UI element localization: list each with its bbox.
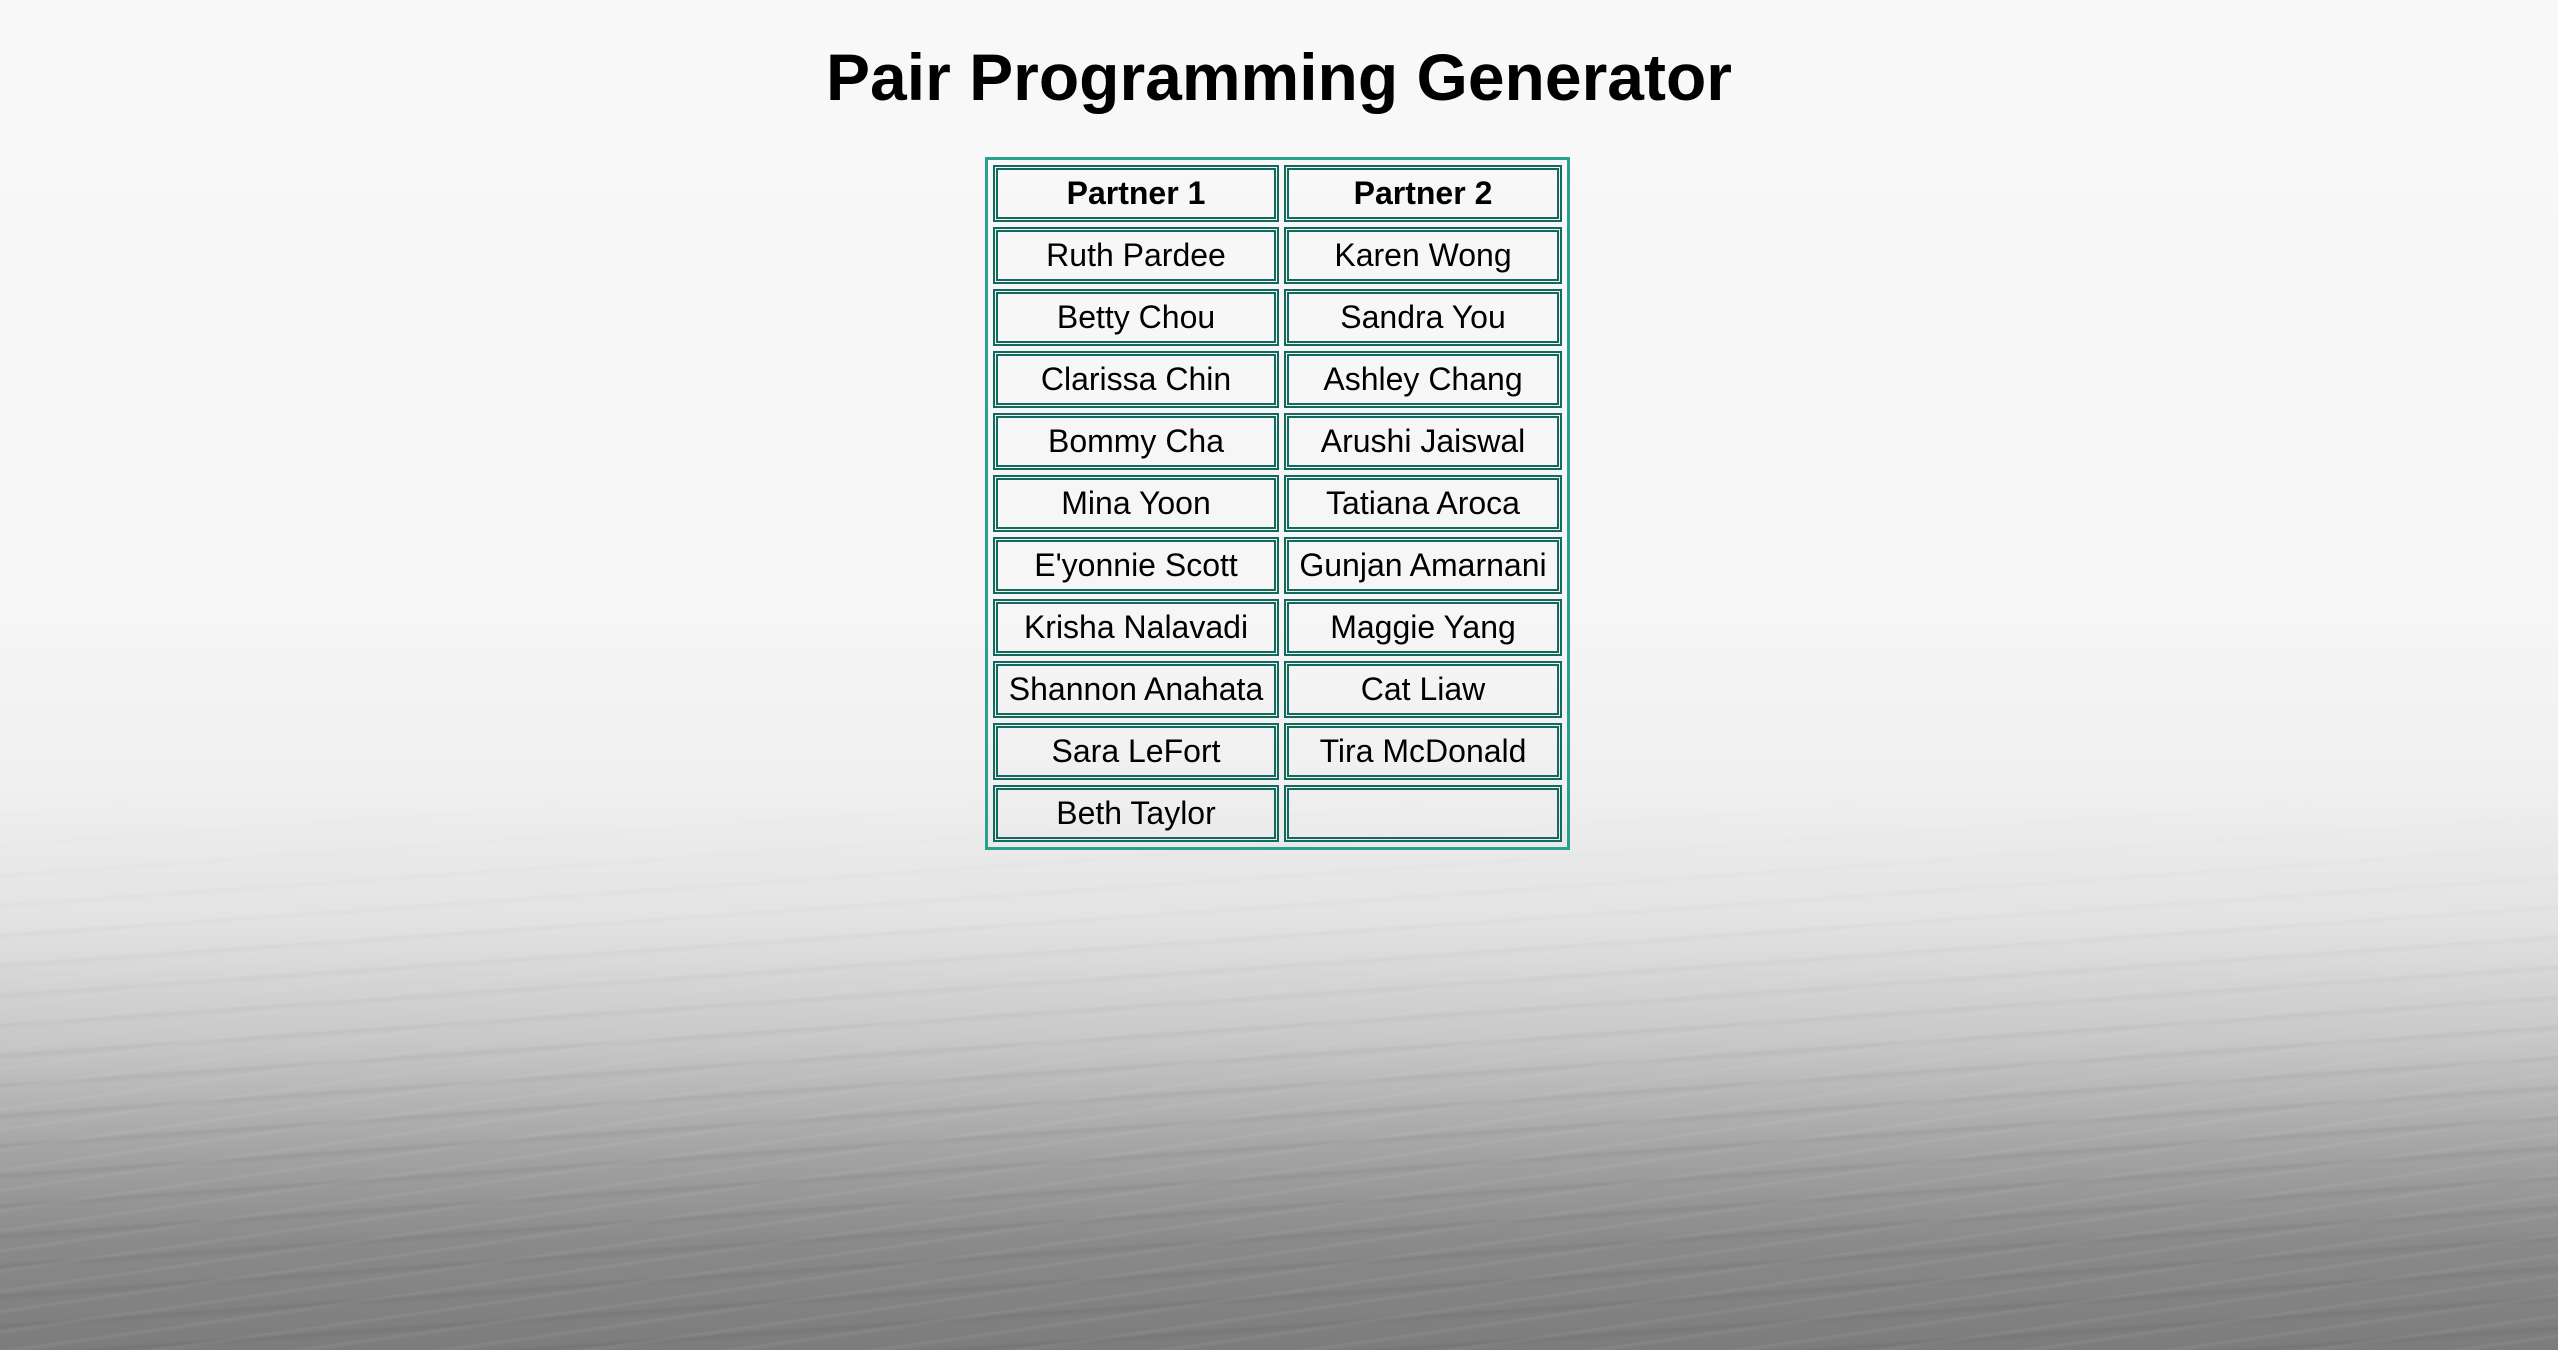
table-row: Shannon Anahata Cat Liaw: [993, 661, 1562, 718]
table-row: Mina Yoon Tatiana Aroca: [993, 475, 1562, 532]
table-row: Ruth Pardee Karen Wong: [993, 227, 1562, 284]
partner-2-cell: Maggie Yang: [1284, 599, 1562, 656]
table-row: Krisha Nalavadi Maggie Yang: [993, 599, 1562, 656]
partner-2-cell: Tira McDonald: [1284, 723, 1562, 780]
pairs-table: Partner 1 Partner 2 Ruth Pardee Karen Wo…: [985, 157, 1570, 850]
partner-2-cell: Tatiana Aroca: [1284, 475, 1562, 532]
table-row: E'yonnie Scott Gunjan Amarnani: [993, 537, 1562, 594]
partner-1-cell: Krisha Nalavadi: [993, 599, 1279, 656]
partner-1-cell: Sara LeFort: [993, 723, 1279, 780]
partner-2-cell: Arushi Jaiswal: [1284, 413, 1562, 470]
partner-2-cell: Ashley Chang: [1284, 351, 1562, 408]
header-partner-2: Partner 2: [1284, 165, 1562, 222]
partner-1-cell: E'yonnie Scott: [993, 537, 1279, 594]
partner-1-cell: Clarissa Chin: [993, 351, 1279, 408]
header-row: Partner 1 Partner 2: [993, 165, 1562, 222]
table-row: Bommy Cha Arushi Jaiswal: [993, 413, 1562, 470]
partner-2-cell: Karen Wong: [1284, 227, 1562, 284]
partner-1-cell: Shannon Anahata: [993, 661, 1279, 718]
partner-2-cell: Sandra You: [1284, 289, 1562, 346]
partner-1-cell: Beth Taylor: [993, 785, 1279, 842]
page-title: Pair Programming Generator: [826, 40, 1732, 114]
table-row: Betty Chou Sandra You: [993, 289, 1562, 346]
partner-1-cell: Ruth Pardee: [993, 227, 1279, 284]
header-partner-1: Partner 1: [993, 165, 1279, 222]
partner-2-cell: Gunjan Amarnani: [1284, 537, 1562, 594]
table-row: Clarissa Chin Ashley Chang: [993, 351, 1562, 408]
table-row: Sara LeFort Tira McDonald: [993, 723, 1562, 780]
table-row: Beth Taylor: [993, 785, 1562, 842]
pairs-table-container: Partner 1 Partner 2 Ruth Pardee Karen Wo…: [985, 157, 1570, 850]
partner-1-cell: Betty Chou: [993, 289, 1279, 346]
partner-1-cell: Mina Yoon: [993, 475, 1279, 532]
partner-1-cell: Bommy Cha: [993, 413, 1279, 470]
background-sea: [0, 790, 2558, 1350]
partner-2-cell-empty: [1284, 785, 1562, 842]
partner-2-cell: Cat Liaw: [1284, 661, 1562, 718]
